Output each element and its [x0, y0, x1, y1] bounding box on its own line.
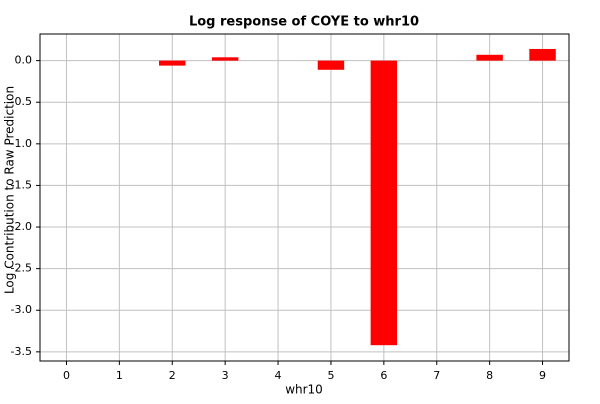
bar — [476, 54, 503, 61]
y-axis-label: Log Contribution to Raw Prediction — [3, 86, 17, 294]
y-tick-label: -1.0 — [11, 137, 32, 150]
y-tick-label: 0.0 — [15, 54, 33, 67]
y-tick-label: -3.5 — [11, 345, 32, 358]
y-tick-label: -2.0 — [11, 220, 32, 233]
y-tick-label: -2.5 — [11, 262, 32, 275]
y-tick-label: -3.0 — [11, 303, 32, 316]
plot-frame — [39, 33, 570, 362]
x-tick-label: 0 — [63, 369, 70, 382]
y-tick-label: -0.5 — [11, 95, 32, 108]
x-tick-label: 8 — [486, 369, 493, 382]
x-tick-label: 5 — [327, 369, 334, 382]
x-tick-label: 7 — [433, 369, 440, 382]
y-tick-label: -1.5 — [11, 178, 32, 191]
x-axis-label: whr10 — [285, 383, 323, 397]
x-tick-label: 3 — [222, 369, 229, 382]
bar — [317, 60, 345, 70]
bar — [211, 57, 239, 61]
x-tick-label: 2 — [169, 369, 176, 382]
x-tick-label: 6 — [380, 369, 387, 382]
chart-title: Log response of COYE to whr10 — [189, 15, 419, 30]
x-tick-label: 9 — [539, 369, 546, 382]
x-tick-label: 1 — [116, 369, 123, 382]
bar — [529, 48, 556, 61]
bar — [370, 60, 398, 346]
x-tick-label: 4 — [275, 369, 282, 382]
bar — [159, 60, 186, 66]
